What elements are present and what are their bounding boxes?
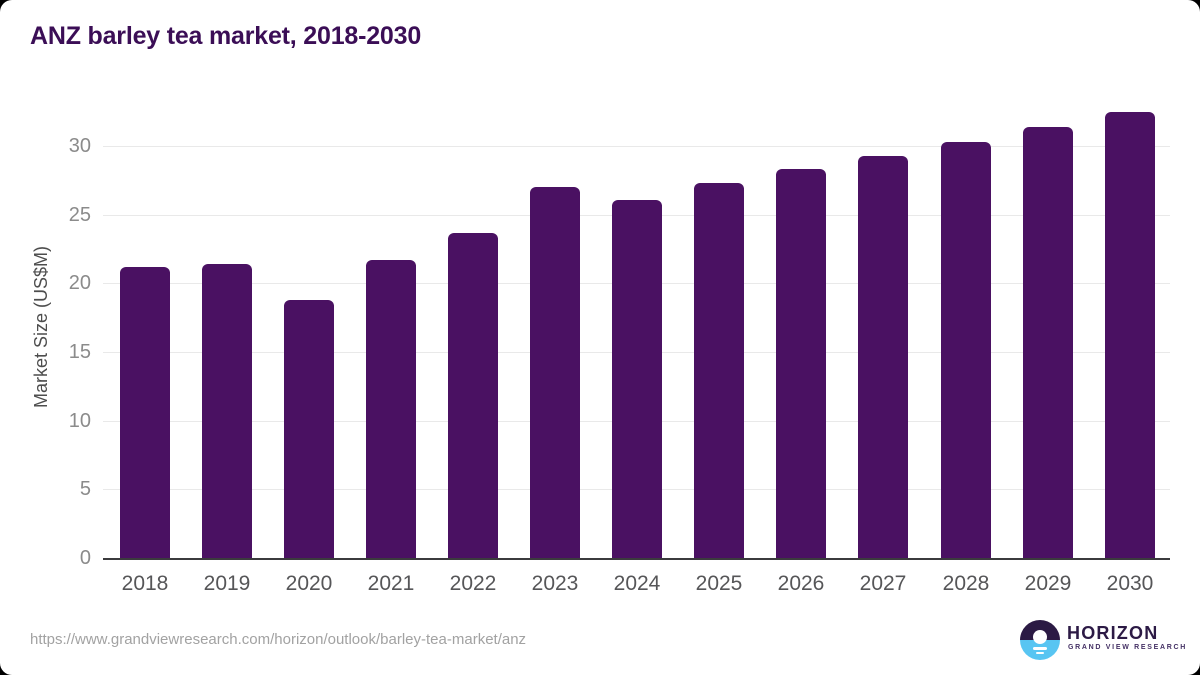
horizon-logo: HORIZON GRAND VIEW RESEARCH <box>1020 620 1190 662</box>
bar-2024 <box>612 200 662 558</box>
y-tick-label-20: 20 <box>68 272 91 295</box>
x-tick-label-2030: 2030 <box>1106 572 1154 595</box>
y-tick-label-25: 25 <box>68 203 91 226</box>
y-tick-label-15: 15 <box>68 341 91 364</box>
x-tick-label-2026: 2026 <box>777 572 825 595</box>
x-axis-line <box>103 558 1170 560</box>
source-url: https://www.grandviewresearch.com/horizo… <box>30 631 527 648</box>
x-tick-label-2018: 2018 <box>121 572 169 595</box>
bar-2028 <box>941 142 991 558</box>
x-tick-label-2021: 2021 <box>367 572 415 595</box>
bar-2019 <box>202 264 252 558</box>
x-tick-label-2029: 2029 <box>1024 572 1072 595</box>
gridline-30 <box>103 146 1170 148</box>
y-axis-title: Market Size (US$M) <box>31 245 51 409</box>
logo-subtitle: GRAND VIEW RESEARCH <box>1068 644 1188 651</box>
y-tick-label-5: 5 <box>79 478 91 501</box>
bar-2027 <box>858 156 908 558</box>
x-tick-label-2027: 2027 <box>859 572 907 595</box>
x-tick-label-2024: 2024 <box>613 572 661 595</box>
bar-2030 <box>1105 112 1155 558</box>
y-tick-label-30: 30 <box>68 135 91 158</box>
horizon-line-icon <box>1033 647 1047 650</box>
horizon-line-icon <box>1036 651 1044 654</box>
bar-2023 <box>530 187 580 558</box>
x-tick-label-2020: 2020 <box>285 572 333 595</box>
x-tick-label-2022: 2022 <box>449 572 497 595</box>
x-tick-label-2028: 2028 <box>942 572 990 595</box>
x-tick-label-2023: 2023 <box>531 572 579 595</box>
sun-icon <box>1033 630 1047 644</box>
y-tick-label-10: 10 <box>68 409 91 432</box>
y-tick-label-0: 0 <box>79 547 91 569</box>
chart-title: ANZ barley tea market, 2018-2030 <box>30 22 422 50</box>
bar-2018 <box>120 267 170 558</box>
bar-2026 <box>776 169 826 558</box>
bar-2029 <box>1023 127 1073 558</box>
bar-2022 <box>448 233 498 558</box>
logo-name: HORIZON <box>1067 623 1159 643</box>
x-tick-label-2025: 2025 <box>695 572 743 595</box>
bar-2025 <box>694 183 744 558</box>
horizon-logo-icon <box>1020 620 1060 660</box>
x-tick-label-2019: 2019 <box>203 572 251 595</box>
bar-2021 <box>366 260 416 558</box>
bar-2020 <box>284 300 334 558</box>
